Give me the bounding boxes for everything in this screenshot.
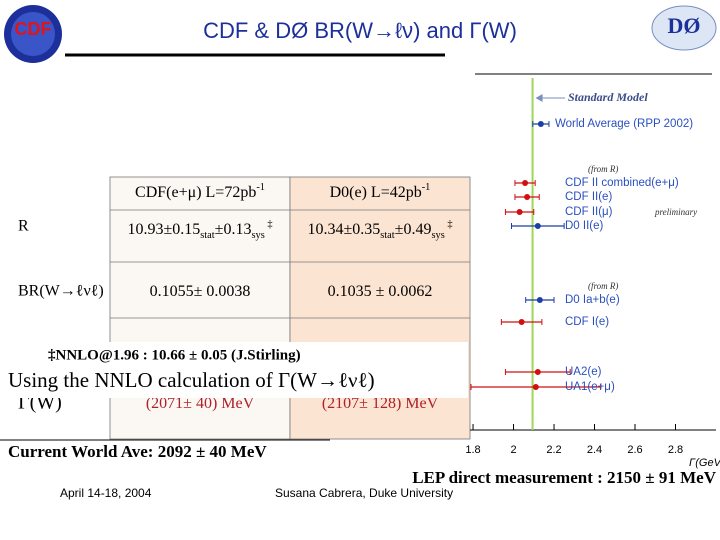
table-cell: CDF(e+μ) L=72pb-1 (135, 182, 265, 201)
x-tick-label: 2.6 (627, 444, 642, 456)
text-part: ‡ (265, 219, 273, 230)
arrow-head (535, 94, 543, 102)
x-tick-label: 2.2 (546, 444, 561, 456)
note-box (4, 368, 468, 398)
text-part: 10.34±0.35 (307, 221, 380, 238)
text-part: 10.93±0.15 (127, 221, 200, 238)
table-cell: 10.34±0.35stat±0.49sys ‡ (307, 219, 452, 241)
point (537, 121, 544, 127)
point (534, 223, 541, 229)
dzero-logo: DØ (651, 5, 717, 51)
x-tick-label: 2 (510, 444, 516, 456)
point (532, 384, 539, 390)
point-label: CDF I(e) (565, 316, 609, 328)
text-part: -1 (422, 182, 431, 193)
point (518, 319, 525, 325)
text-part: 0.1035 ± 0.0062 (328, 283, 433, 300)
text-part: 0.1055± 0.0038 (150, 283, 251, 300)
point-label: CDF II combined(e+μ) (565, 177, 679, 189)
point-label: World Average (RPP 2002) (555, 118, 693, 130)
x-tick-label: 2.8 (668, 444, 683, 456)
text-part: ±0.13 (215, 221, 252, 238)
point (516, 209, 523, 215)
text-part: ±0.49 (395, 221, 432, 238)
row-label: BR(W→ℓνℓ) (18, 283, 104, 300)
point (524, 194, 531, 200)
annotation: (from R) (588, 164, 618, 174)
text-part: sys (431, 230, 444, 241)
logo-text: DØ (668, 13, 701, 38)
text-part: (2071± 40) MeV (146, 395, 255, 412)
text-part: D0(e) L=42pb (330, 184, 422, 201)
footer: Susana Cabrera, Duke University (275, 486, 453, 500)
footer: April 14-18, 2004 (60, 486, 152, 500)
table-cell: 10.93±0.15stat±0.13sys ‡ (127, 219, 272, 241)
table-cell: 0.1035 ± 0.0062 (328, 283, 433, 300)
point-label: D0 II(e) (565, 220, 604, 232)
text-part: CDF(e+μ) L=72pb (135, 184, 256, 201)
row-label: R (18, 218, 29, 235)
text-part: stat (200, 230, 215, 241)
point (534, 369, 541, 375)
table-cell: D0(e) L=42pb-1 (330, 182, 431, 201)
x-axis-label: Γ(GeV) (689, 457, 720, 469)
table-cell: (2107± 128) MeV (322, 395, 439, 412)
note-box (45, 342, 468, 369)
point (536, 297, 543, 303)
text-part: (2107± 128) MeV (322, 395, 439, 412)
cdf-logo: CDF (4, 5, 62, 63)
point-label: CDF II(μ) (565, 206, 613, 218)
logo-text: CDF (15, 19, 52, 39)
x-tick-label: 1.8 (465, 444, 480, 456)
slide-title: CDF & DØ BR(W→ℓν) and Γ(W) (203, 18, 517, 43)
x-tick-label: 2.4 (587, 444, 602, 456)
annotation: (from R) (588, 281, 618, 291)
point-label: UA2(e) (565, 366, 602, 378)
text-part: -1 (256, 182, 265, 193)
note: Using the NNLO calculation of Γ(W→ℓνℓ) (8, 368, 375, 392)
annotation: preliminary (654, 207, 697, 217)
reference-label: Standard Model (568, 90, 648, 104)
text-part: ‡ (445, 219, 453, 230)
summary: Current World Ave: 2092 ± 40 MeV (8, 442, 267, 461)
text-part: sys (251, 230, 264, 241)
summary: LEP direct measurement : 2150 ± 91 MeV (412, 468, 717, 487)
text-part: stat (380, 230, 395, 241)
point-label: CDF II(e) (565, 191, 612, 203)
point (522, 180, 529, 186)
table-cell: 0.1055± 0.0038 (150, 283, 251, 300)
point-label: UA1(e+μ) (565, 381, 615, 393)
point-label: D0 Ia+b(e) (565, 294, 620, 306)
table-cell: (2071± 40) MeV (146, 395, 255, 412)
note: ‡NNLO@1.96 : 10.66 ± 0.05 (J.Stirling) (48, 347, 301, 363)
